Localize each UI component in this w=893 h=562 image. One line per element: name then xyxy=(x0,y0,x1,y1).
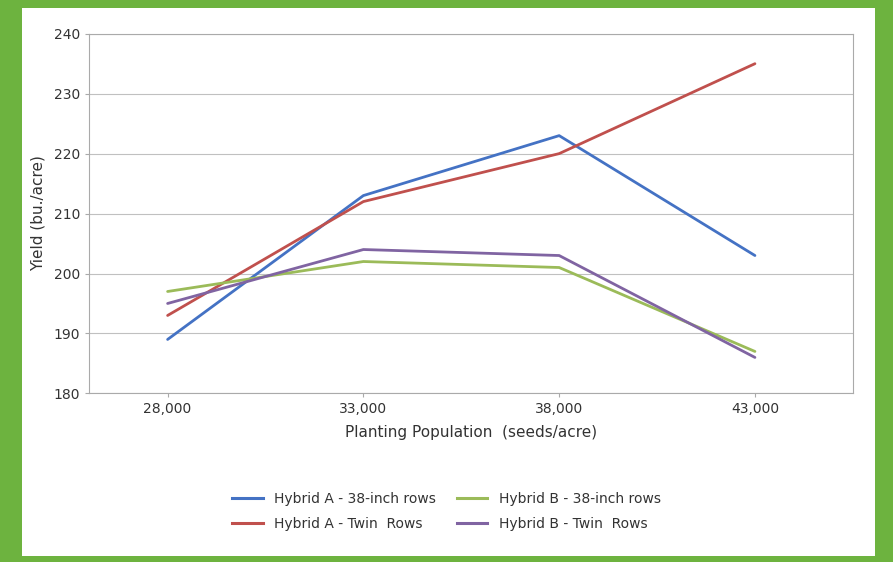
Hybrid B - 38-inch rows xyxy=(749,348,760,355)
Line: Hybrid A - 38-inch rows: Hybrid A - 38-inch rows xyxy=(168,135,755,339)
Hybrid B - 38-inch rows xyxy=(163,288,173,295)
Hybrid A - Twin  Rows xyxy=(163,312,173,319)
Hybrid A - 38-inch rows xyxy=(554,132,564,139)
Hybrid A - Twin  Rows xyxy=(749,60,760,67)
Hybrid B - 38-inch rows xyxy=(358,258,369,265)
Hybrid B - Twin  Rows xyxy=(163,300,173,307)
Y-axis label: Yield (bu./acre): Yield (bu./acre) xyxy=(30,156,46,271)
Hybrid B - 38-inch rows xyxy=(554,264,564,271)
Hybrid A - 38-inch rows xyxy=(749,252,760,259)
Hybrid A - 38-inch rows xyxy=(163,336,173,343)
Hybrid B - Twin  Rows xyxy=(358,246,369,253)
Hybrid A - Twin  Rows xyxy=(358,198,369,205)
Line: Hybrid A - Twin  Rows: Hybrid A - Twin Rows xyxy=(168,64,755,315)
Line: Hybrid B - Twin  Rows: Hybrid B - Twin Rows xyxy=(168,250,755,357)
Hybrid B - Twin  Rows xyxy=(749,354,760,361)
Hybrid A - 38-inch rows xyxy=(358,192,369,199)
Legend: Hybrid A - 38-inch rows, Hybrid A - Twin  Rows, Hybrid B - 38-inch rows, Hybrid : Hybrid A - 38-inch rows, Hybrid A - Twin… xyxy=(226,485,667,538)
X-axis label: Planting Population  (seeds/acre): Planting Population (seeds/acre) xyxy=(345,425,597,439)
Hybrid A - Twin  Rows xyxy=(554,150,564,157)
Hybrid B - Twin  Rows xyxy=(554,252,564,259)
Line: Hybrid B - 38-inch rows: Hybrid B - 38-inch rows xyxy=(168,261,755,351)
